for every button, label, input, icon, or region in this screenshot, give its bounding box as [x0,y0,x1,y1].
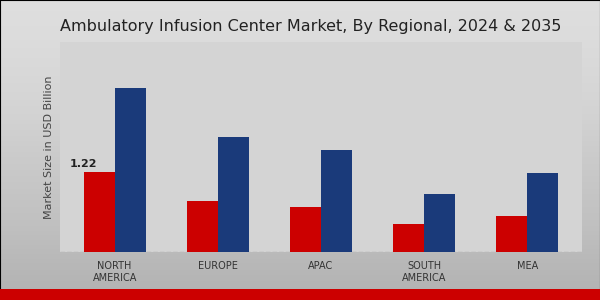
Bar [187,201,218,252]
Bar [321,150,352,252]
Bar [218,137,249,252]
Bar [84,172,115,252]
Text: 1.22: 1.22 [70,159,97,169]
Y-axis label: Market Size in USD Billion: Market Size in USD Billion [44,75,55,219]
Bar [393,224,424,252]
Bar [290,207,321,252]
Bar [424,194,455,252]
Bar [496,216,527,252]
Text: Ambulatory Infusion Center Market, By Regional, 2024 & 2035: Ambulatory Infusion Center Market, By Re… [60,19,562,34]
Bar [115,88,146,252]
Bar [527,173,558,252]
